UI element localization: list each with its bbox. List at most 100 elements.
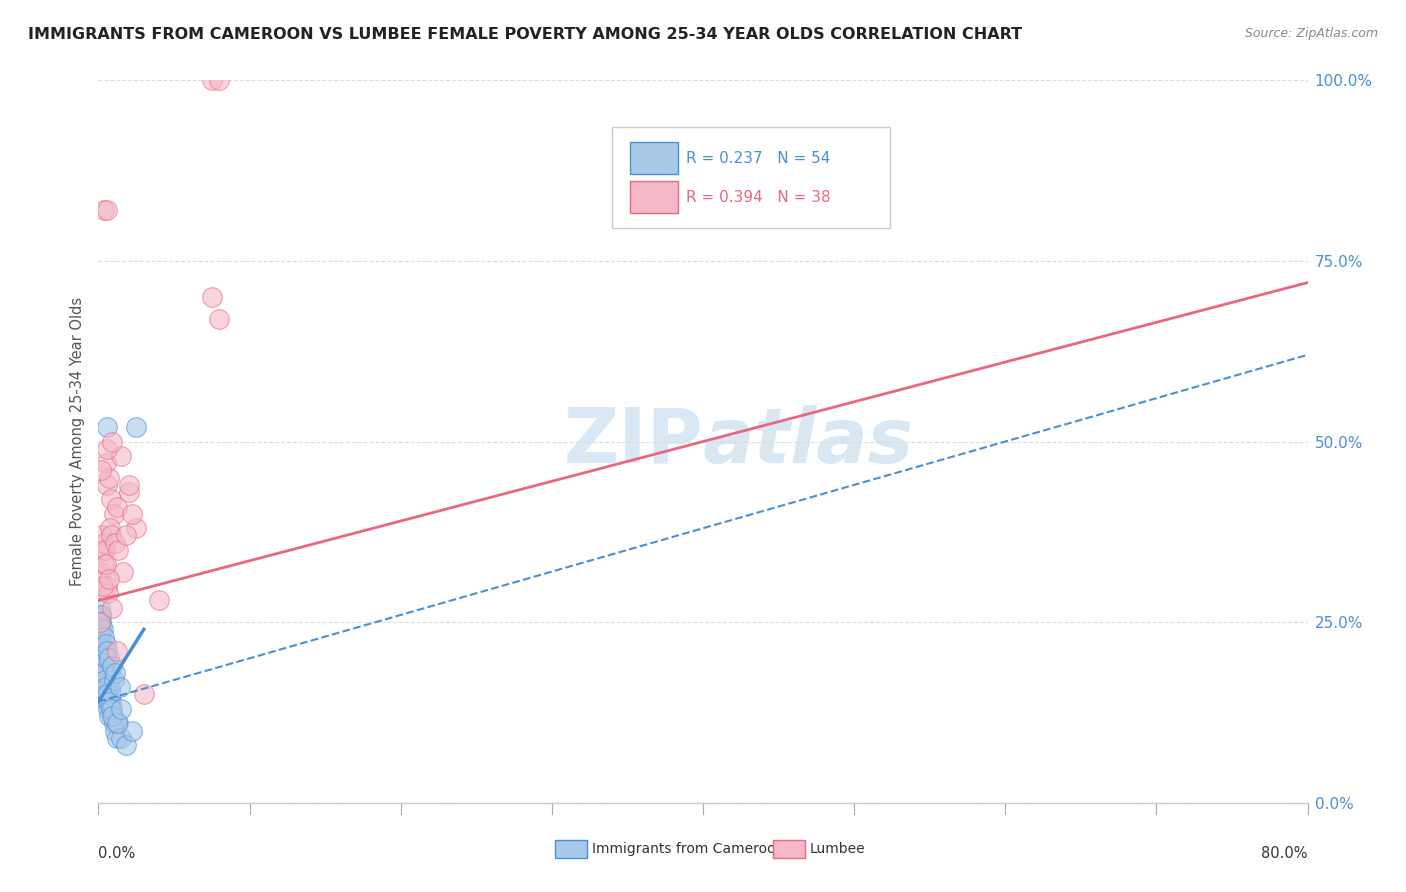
Point [90,623,112,637]
Text: 80.0%: 80.0% [1261,847,1308,861]
Point [96,420,118,434]
Point [91,644,114,658]
Point [100,702,122,716]
Point [91,528,114,542]
Point [94,651,117,665]
Point [91,658,114,673]
Point [100,687,122,701]
Point [101,709,124,723]
Point [104,535,127,549]
Point [93,630,115,644]
Point [101,709,124,723]
Point [107,542,129,557]
Point [93,203,115,218]
Point [101,702,124,716]
Point [103,716,125,731]
Point [118,478,141,492]
Point [97,586,120,600]
Point [100,492,122,507]
Point [121,507,143,521]
Point [93,680,115,694]
Point [111,565,134,579]
Text: R = 0.394   N = 38: R = 0.394 N = 38 [686,190,831,205]
Point [91,623,114,637]
Point [105,716,128,731]
FancyBboxPatch shape [630,181,678,213]
Point [100,528,122,542]
Point [94,542,117,557]
Point [94,456,117,470]
Point [89,630,111,644]
Point [208,73,231,87]
Point [105,644,128,658]
Point [101,434,124,449]
Point [96,687,118,701]
Point [93,535,115,549]
Point [110,449,132,463]
Point [201,73,224,87]
Point [90,615,112,630]
Text: Immigrants from Cameroon: Immigrants from Cameroon [592,842,785,856]
Point [90,463,112,477]
Point [96,442,118,456]
Point [96,687,118,701]
Point [98,471,121,485]
Point [91,542,114,557]
Text: IMMIGRANTS FROM CAMEROON VS LUMBEE FEMALE POVERTY AMONG 25-34 YEAR OLDS CORRELAT: IMMIGRANTS FROM CAMEROON VS LUMBEE FEMAL… [28,27,1022,42]
Point [91,579,114,593]
Text: R = 0.237   N = 54: R = 0.237 N = 54 [686,151,831,166]
Point [103,507,125,521]
Point [90,637,112,651]
Point [201,290,224,304]
Point [96,579,118,593]
Point [94,680,117,694]
Point [101,658,124,673]
Point [114,528,136,542]
Point [94,665,117,680]
FancyBboxPatch shape [613,128,890,228]
Point [104,665,127,680]
Point [110,702,132,716]
Point [89,615,111,630]
Point [118,485,141,500]
Point [105,500,128,514]
Point [89,615,111,630]
Point [98,680,121,694]
Point [93,644,115,658]
Point [94,673,117,687]
Point [98,709,121,723]
Point [91,665,114,680]
Text: 0.0%: 0.0% [98,847,135,861]
Point [93,558,115,572]
Point [93,658,115,673]
Text: Source: ZipAtlas.com: Source: ZipAtlas.com [1244,27,1378,40]
Point [105,731,128,745]
Point [91,651,114,665]
Point [148,593,170,607]
Text: Lumbee: Lumbee [810,842,865,856]
Point [98,651,121,665]
Point [90,637,112,651]
Point [103,673,125,687]
Point [107,716,129,731]
Point [208,311,231,326]
Point [132,687,155,701]
Point [90,607,112,622]
Point [98,521,121,535]
Point [96,203,118,218]
Point [125,420,148,434]
Point [101,600,124,615]
Point [89,600,111,615]
Point [94,673,117,687]
FancyBboxPatch shape [773,839,804,858]
Point [96,695,118,709]
Point [98,695,121,709]
Point [96,478,118,492]
Point [104,723,127,738]
Point [90,651,112,665]
Point [108,680,131,694]
Point [125,521,148,535]
Point [94,637,117,651]
Text: ZIP: ZIP [564,405,703,478]
Point [90,565,112,579]
